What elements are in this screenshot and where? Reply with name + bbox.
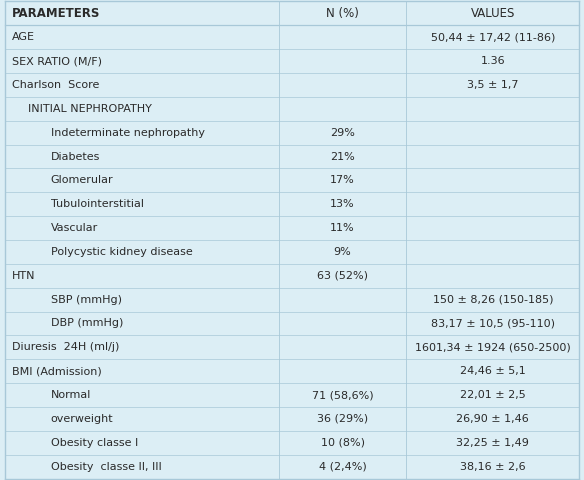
Text: BMI (Admission): BMI (Admission) xyxy=(12,366,101,376)
Bar xyxy=(5,49,579,73)
Text: SBP (mmHg): SBP (mmHg) xyxy=(51,295,121,305)
Bar xyxy=(5,121,579,144)
Bar xyxy=(5,407,579,431)
Bar xyxy=(5,240,579,264)
Bar xyxy=(5,431,579,455)
Text: 36 (29%): 36 (29%) xyxy=(317,414,368,424)
Bar xyxy=(5,455,579,479)
Text: 26,90 ± 1,46: 26,90 ± 1,46 xyxy=(457,414,529,424)
Text: Indeterminate nephropathy: Indeterminate nephropathy xyxy=(51,128,204,138)
Bar xyxy=(5,1,579,25)
Text: Obesity  classe II, III: Obesity classe II, III xyxy=(51,462,161,472)
Text: 32,25 ± 1,49: 32,25 ± 1,49 xyxy=(457,438,529,448)
Text: overweight: overweight xyxy=(51,414,113,424)
Text: 50,44 ± 17,42 (11-86): 50,44 ± 17,42 (11-86) xyxy=(430,32,555,42)
Bar xyxy=(5,192,579,216)
Text: 11%: 11% xyxy=(331,223,355,233)
Bar xyxy=(5,359,579,383)
Text: 9%: 9% xyxy=(333,247,352,257)
Text: Diuresis  24H (ml/j): Diuresis 24H (ml/j) xyxy=(12,342,119,352)
Bar xyxy=(5,216,579,240)
Text: AGE: AGE xyxy=(12,32,34,42)
Bar xyxy=(5,168,579,192)
Text: Normal: Normal xyxy=(51,390,91,400)
Text: INITIAL NEPHROPATHY: INITIAL NEPHROPATHY xyxy=(27,104,151,114)
Text: 29%: 29% xyxy=(330,128,355,138)
Text: 21%: 21% xyxy=(330,152,355,161)
Text: 63 (52%): 63 (52%) xyxy=(317,271,368,281)
Text: VALUES: VALUES xyxy=(471,7,515,20)
Text: 1601,34 ± 1924 (650-2500): 1601,34 ± 1924 (650-2500) xyxy=(415,342,571,352)
Text: Vascular: Vascular xyxy=(51,223,98,233)
Bar xyxy=(5,336,579,359)
Bar xyxy=(5,288,579,312)
Text: 24,46 ± 5,1: 24,46 ± 5,1 xyxy=(460,366,526,376)
Text: 10 (8%): 10 (8%) xyxy=(321,438,364,448)
Text: 1.36: 1.36 xyxy=(481,56,505,66)
Text: Diabetes: Diabetes xyxy=(51,152,100,161)
Bar xyxy=(5,25,579,49)
Text: 150 ± 8,26 (150-185): 150 ± 8,26 (150-185) xyxy=(433,295,553,305)
Text: 4 (2,4%): 4 (2,4%) xyxy=(319,462,366,472)
Bar xyxy=(5,264,579,288)
Text: PARAMETERS: PARAMETERS xyxy=(12,7,100,20)
Text: N (%): N (%) xyxy=(326,7,359,20)
Text: DBP (mmHg): DBP (mmHg) xyxy=(51,319,123,328)
Text: Glomerular: Glomerular xyxy=(51,175,113,185)
Text: Charlson  Score: Charlson Score xyxy=(12,80,99,90)
Text: Obesity classe I: Obesity classe I xyxy=(51,438,138,448)
Bar xyxy=(5,73,579,97)
Bar xyxy=(5,312,579,336)
Bar xyxy=(5,144,579,168)
Text: 83,17 ± 10,5 (95-110): 83,17 ± 10,5 (95-110) xyxy=(431,319,555,328)
Text: 22,01 ± 2,5: 22,01 ± 2,5 xyxy=(460,390,526,400)
Text: 3,5 ± 1,7: 3,5 ± 1,7 xyxy=(467,80,519,90)
Text: 13%: 13% xyxy=(331,199,355,209)
Text: 71 (58,6%): 71 (58,6%) xyxy=(312,390,373,400)
Text: 17%: 17% xyxy=(330,175,355,185)
Bar xyxy=(5,97,579,120)
Text: Polycystic kidney disease: Polycystic kidney disease xyxy=(51,247,192,257)
Text: HTN: HTN xyxy=(12,271,35,281)
Text: 38,16 ± 2,6: 38,16 ± 2,6 xyxy=(460,462,526,472)
Text: Tubulointerstitial: Tubulointerstitial xyxy=(51,199,144,209)
Bar xyxy=(5,383,579,407)
Text: SEX RATIO (M/F): SEX RATIO (M/F) xyxy=(12,56,102,66)
